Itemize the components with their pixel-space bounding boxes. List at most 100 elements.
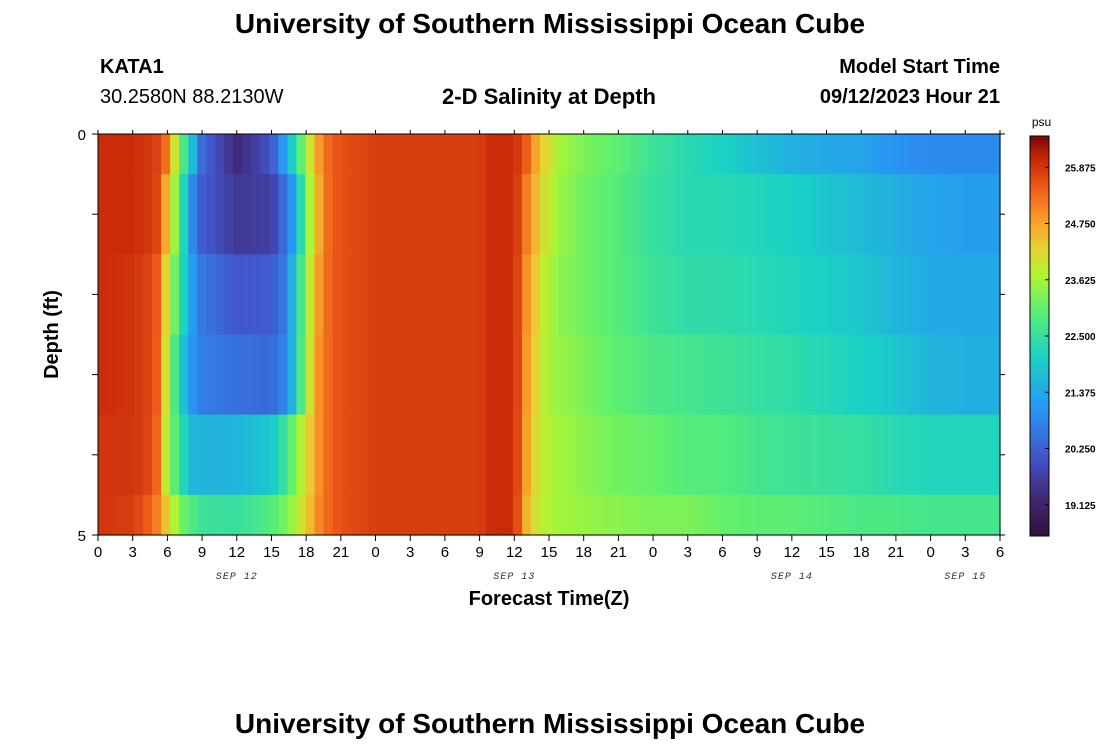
heatmap-cell [972,414,983,496]
heatmap-cell [639,254,649,336]
x-tick-label: 3 [961,544,969,561]
heatmap-cell [359,134,370,175]
heatmap-cell [458,254,469,336]
colorbar-segment [1030,206,1049,210]
x-tick-label: 9 [198,544,206,561]
heatmap-cell [549,174,559,255]
colorbar-segment [1030,346,1049,350]
colorbar-segment [1030,456,1049,460]
heatmap-cell [756,494,767,536]
heatmap-cell [170,134,180,175]
heatmap-cell [350,334,361,416]
heatmap-cell [422,494,433,536]
heatmap-cell [711,174,721,255]
heatmap-cell [810,174,821,255]
heatmap-cell [260,494,270,536]
heatmap-cell [792,254,803,336]
heatmap-cell [467,134,478,175]
heatmap-cell [539,414,550,496]
colorbar-tick-label: 19.125 [1065,501,1096,512]
heatmap-cell [449,334,460,416]
heatmap-cell [242,254,252,336]
colorbar-segment [1030,436,1049,440]
heatmap-cell [873,334,884,416]
heatmap-cell [990,494,1001,536]
colorbar-segment [1030,272,1049,277]
heatmap-cell [386,134,397,175]
heatmap-cell [711,334,721,416]
heatmap-cell [747,494,758,536]
heatmap-cell [404,254,415,336]
x-tick-label: 18 [853,544,870,561]
heatmap-cell [594,334,604,416]
heatmap-cell [224,134,234,175]
heatmap-cell [161,134,171,175]
heatmap-cell [458,414,469,496]
heatmap-cell [954,494,965,536]
heatmap-cell [738,254,749,336]
heatmap-cell [530,414,541,496]
colorbar-segment [1030,389,1049,394]
heatmap-cell [278,334,289,416]
heatmap-cell [377,134,388,175]
heatmap-cell [143,134,153,175]
y-axis-label: Depth (ft) [41,290,63,379]
heatmap-cell [891,254,902,336]
colorbar-segment [1030,226,1049,230]
model-start-label: Model Start Time [839,56,1000,78]
heatmap-cell [558,494,568,536]
heatmap-cell [197,494,207,536]
heatmap-cell [170,254,180,336]
colorbar-segment [1030,369,1049,374]
heatmap-cell [314,134,325,175]
colorbar-segment [1030,462,1049,467]
colorbar-segment [1030,326,1049,330]
heatmap-cell [738,494,749,536]
heatmap-cell [837,134,848,175]
heatmap-cell [567,334,577,416]
heatmap-cell [918,174,929,255]
heatmap-cell [377,494,388,536]
heatmap-cell [368,494,379,536]
x-tick-label: 0 [371,544,379,561]
heatmap-cell [278,494,289,536]
heatmap-cell [224,494,234,536]
heatmap-cell [936,334,947,416]
colorbar-segment [1030,286,1049,290]
heatmap-cell [485,334,496,416]
heatmap-cell [945,174,956,255]
heatmap-cell [242,414,252,496]
heatmap-cell [170,334,180,416]
heatmap-cell [567,414,577,496]
colorbar-segment [1030,512,1049,517]
heatmap-cell [278,254,289,336]
heatmap-cell [594,414,604,496]
heatmap-cell [296,174,307,255]
colorbar-segment [1030,279,1049,284]
heatmap-cell [206,334,216,416]
heatmap-cell [152,254,162,336]
heatmap-cell [413,414,424,496]
station-id: KATA1 [100,56,164,78]
heatmap-cell [386,494,397,536]
heatmap-cell [116,174,126,255]
colorbar-segment [1030,192,1049,197]
colorbar-segment [1030,316,1049,320]
heatmap-cell [801,334,812,416]
heatmap-cell [242,174,252,255]
heatmap-cell [458,334,469,416]
heatmap-cell [296,414,307,496]
heatmap-cell [936,134,947,175]
heatmap-cell [648,494,658,536]
colorbar-segment [1030,489,1049,494]
colorbar-segment [1030,522,1049,527]
x-tick-label: 12 [784,544,801,561]
heatmap-cell [287,134,298,175]
heatmap-cell [161,254,171,336]
heatmap-cell [251,414,261,496]
heatmap-cell [864,134,875,175]
heatmap-cell [630,414,640,496]
heatmap-cell [846,174,857,255]
heatmap-cell [287,334,298,416]
